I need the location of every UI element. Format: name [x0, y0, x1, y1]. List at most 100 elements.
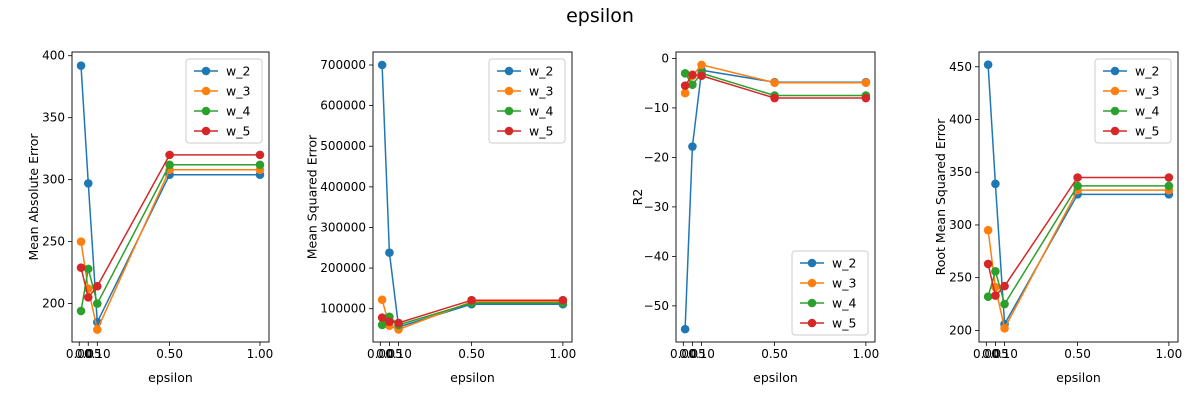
x-tick-label: 0.10 [991, 347, 1018, 361]
data-point-w_4 [83, 264, 93, 274]
y-axis-label: Mean Absolute Error [26, 133, 41, 261]
legend-marker-w_3 [201, 86, 211, 96]
data-point-w_4 [93, 299, 102, 308]
legend-marker-w_5 [1110, 126, 1120, 136]
legend-box [185, 58, 263, 144]
legend-marker-w_5 [807, 318, 817, 328]
y-tick-label: 450 [949, 60, 972, 74]
legend-box [1094, 58, 1172, 144]
data-point-w_3 [770, 78, 779, 87]
x-tick-label: 0.50 [156, 347, 183, 361]
data-point-w_3 [377, 295, 387, 305]
legend-marker-w_3 [807, 278, 817, 288]
y-tick-label: 400 [949, 112, 972, 126]
data-point-w_5 [983, 259, 993, 269]
legend-marker-w_4 [504, 106, 514, 116]
x-tick-label: 1.00 [550, 347, 577, 361]
x-tick-label: 1.00 [853, 347, 880, 361]
subplot-4: 0.000.050.10 0.50 1.00 200 250 300 350 400 450 ep… [933, 51, 1183, 385]
y-axis-label: Mean Squared Error [305, 134, 320, 259]
x-tick-label: 0.10 [688, 347, 715, 361]
x-tick-label: 0.05 [982, 347, 1009, 361]
y-tick-label: −20 [644, 150, 669, 164]
y-tick-label: 400 [42, 49, 65, 63]
legend-marker-w_4 [1110, 106, 1120, 116]
data-point-w_5 [688, 70, 697, 80]
data-point-w_3 [983, 225, 993, 235]
axes-frame [675, 51, 876, 343]
x-tick-label: 0.50 [1064, 347, 1091, 361]
legend-marker-w_2 [504, 66, 514, 76]
data-point-w_4 [165, 160, 174, 170]
y-tick-label: 200 [949, 323, 972, 337]
data-point-w_3 [1000, 323, 1009, 333]
data-point-w_2 [385, 248, 394, 257]
x-tick-label: 0.05 [75, 347, 102, 361]
legend-label-w_5: w_5 [832, 316, 856, 331]
legend: w_2 w_3 w_4 w_5 [1094, 58, 1172, 144]
data-point-w_5 [1073, 173, 1082, 182]
y-tick-label: −40 [644, 249, 669, 263]
x-tick-label: 0.00 [66, 347, 93, 361]
data-point-w_2 [688, 142, 697, 151]
legend-label-w_3: w_3 [1135, 84, 1159, 99]
data-point-w_5 [377, 313, 387, 322]
data-point-w_5 [76, 263, 86, 272]
legend-label-w_2: w_2 [226, 64, 250, 79]
legend-box [488, 58, 566, 144]
legend-label-w_3: w_3 [529, 84, 553, 99]
x-tick-label: 0.00 [367, 347, 394, 361]
x-axis-label: epsilon [450, 370, 495, 385]
legend-label-w_3: w_3 [832, 276, 856, 291]
data-point-w_3 [76, 237, 86, 246]
data-point-w_2 [377, 60, 387, 70]
data-point-w_4 [680, 68, 690, 78]
legend: w_2 w_3 w_4 w_5 [185, 58, 263, 144]
data-point-w_5 [861, 93, 871, 103]
legend-marker-w_5 [201, 126, 211, 136]
y-tick-label: 300000 [320, 220, 366, 234]
y-tick-label: 200 [42, 297, 65, 311]
legend-marker-w_2 [1110, 66, 1120, 76]
data-point-w_4 [983, 292, 993, 301]
legend-label-w_5: w_5 [529, 124, 553, 139]
subplot-3: 0.000.050.10 0.50 1.00 −50 −40 −30 −20 −10 0 epsi… [630, 51, 879, 385]
y-tick-label: 350 [42, 111, 65, 125]
x-tick-label: 0.10 [385, 347, 412, 361]
data-point-w_5 [770, 93, 779, 103]
legend: w_2 w_3 w_4 w_5 [791, 250, 869, 336]
x-tick-label: 0.50 [761, 347, 788, 361]
axes-frame [372, 51, 573, 343]
data-point-w_4 [688, 80, 697, 89]
x-tick-label: 1.00 [1156, 347, 1183, 361]
y-tick-label: 300 [949, 218, 972, 232]
data-point-w_4 [1073, 181, 1082, 191]
data-point-w_2 [991, 179, 1000, 189]
x-tick-label: 0.00 [670, 347, 697, 361]
legend-label-w_4: w_4 [832, 296, 856, 311]
data-point-w_2 [680, 324, 690, 334]
legend-label-w_5: w_5 [226, 124, 250, 139]
legend-marker-w_2 [201, 66, 211, 76]
y-tick-label: 0 [661, 51, 669, 65]
data-point-w_4 [76, 306, 86, 316]
legend-label-w_3: w_3 [226, 84, 250, 99]
data-point-w_5 [991, 291, 1000, 300]
legend-marker-w_5 [504, 126, 514, 136]
data-point-w_4 [991, 267, 1000, 276]
data-point-w_3 [680, 88, 690, 98]
y-tick-label: 250 [42, 235, 65, 249]
legend-label-w_4: w_4 [1135, 104, 1159, 119]
y-tick-label: 300 [42, 173, 65, 187]
data-point-w_3 [93, 325, 102, 334]
y-tick-label: 350 [949, 165, 972, 179]
y-axis-label: R2 [630, 189, 645, 206]
data-point-w_5 [1000, 281, 1009, 291]
figure-title: epsilon [566, 5, 634, 27]
y-tick-label: 100000 [320, 302, 366, 316]
legend-box [791, 250, 869, 336]
y-tick-label: 400000 [320, 180, 366, 194]
data-point-w_5 [83, 293, 93, 302]
data-point-w_5 [697, 71, 706, 81]
